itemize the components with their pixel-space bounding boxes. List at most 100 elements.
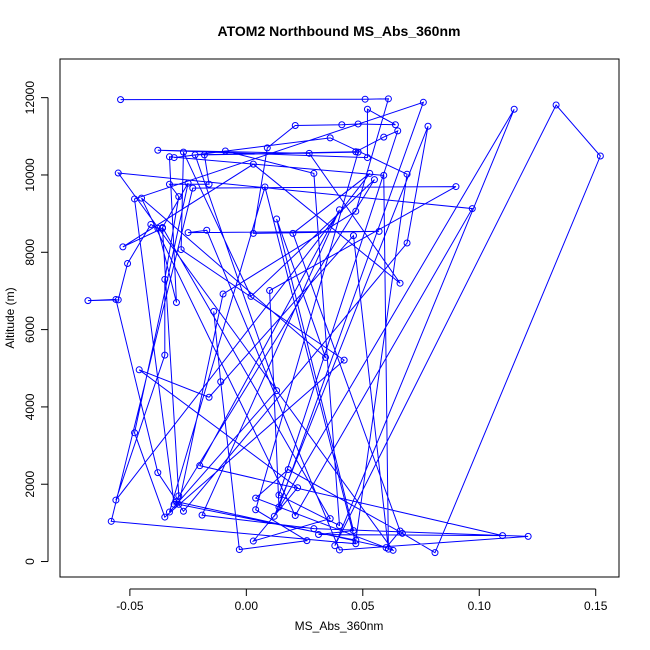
data-point-58 [424, 122, 432, 130]
x-tick-label-0: -0.05 [116, 599, 144, 613]
data-point-106 [366, 169, 374, 177]
data-point-92 [391, 121, 399, 129]
data-point-50 [147, 220, 155, 228]
data-point-31 [247, 292, 255, 300]
data-point-51 [124, 259, 132, 267]
data-point-99 [119, 243, 127, 251]
data-point-26 [275, 503, 283, 511]
data-point-19 [165, 508, 173, 516]
x-axis-label: MS_Abs_360nm [295, 619, 384, 633]
data-point-64 [431, 549, 439, 557]
data-point-69 [114, 169, 122, 177]
data-point-71 [291, 512, 299, 520]
data-point-46 [380, 171, 388, 179]
data-point-103 [382, 544, 390, 552]
data-point-28 [131, 195, 139, 203]
data-point-88 [263, 144, 271, 152]
data-point-40 [249, 537, 257, 545]
data-point-10 [221, 147, 229, 155]
data-point-61 [331, 542, 339, 550]
data-point-41 [294, 484, 302, 492]
data-point-0 [117, 96, 125, 104]
data-point-110 [175, 193, 183, 201]
data-point-80 [198, 511, 206, 519]
data-point-67 [252, 494, 260, 502]
data-point-18 [273, 387, 281, 395]
data-point-37 [184, 179, 192, 187]
data-point-105 [289, 229, 297, 237]
x-axis: -0.05 0.00 0.05 0.10 0.15 [116, 588, 608, 613]
data-point-36 [131, 429, 139, 437]
data-point-14 [394, 127, 402, 135]
data-point-119 [210, 307, 218, 315]
y-tick-label-4: 8000 [23, 239, 37, 266]
data-point-84 [203, 226, 211, 234]
data-point-117 [235, 546, 243, 554]
data-point-113 [200, 151, 208, 159]
data-point-100 [158, 224, 166, 232]
data-point-21 [352, 540, 360, 548]
data-point-118 [217, 378, 225, 386]
data-point-12 [336, 522, 343, 530]
data-point-15 [380, 133, 388, 141]
data-point-82 [524, 532, 532, 540]
data-point-98 [249, 160, 257, 168]
data-point-79 [336, 206, 343, 214]
y-tick-label-1: 2000 [23, 471, 37, 498]
data-point-43 [205, 393, 213, 401]
data-point-68 [389, 546, 397, 554]
data-point-95 [154, 146, 162, 154]
data-point-55 [154, 469, 162, 477]
data-point-114 [354, 148, 362, 156]
data-point-35 [161, 513, 169, 521]
data-point-24 [452, 183, 460, 191]
data-point-73 [322, 353, 330, 361]
y-axis-label: Altitude (m) [3, 287, 17, 348]
data-point-60 [510, 105, 518, 113]
series-layer [84, 95, 604, 557]
data-point-34 [340, 356, 348, 364]
data-point-6 [352, 536, 360, 544]
data-point-56 [179, 507, 187, 515]
data-point-74 [273, 215, 281, 223]
data-point-4 [219, 290, 227, 298]
data-point-87 [249, 229, 257, 237]
data-point-112 [205, 180, 213, 188]
data-point-76 [315, 530, 323, 538]
data-point-77 [499, 532, 507, 540]
data-point-57 [403, 239, 411, 247]
x-tick-label-1: 0.00 [235, 599, 259, 613]
data-point-1 [361, 95, 369, 103]
data-point-81 [310, 525, 318, 533]
y-tick-label-3: 6000 [23, 316, 37, 343]
data-point-116 [303, 537, 311, 545]
data-point-108 [161, 351, 169, 359]
data-point-30 [370, 176, 378, 184]
data-point-63 [596, 152, 604, 160]
data-point-2 [384, 95, 392, 103]
data-point-27 [419, 98, 427, 106]
data-point-109 [161, 275, 169, 283]
data-point-25 [266, 287, 274, 295]
data-point-72 [138, 194, 146, 202]
data-point-42 [135, 366, 143, 374]
data-point-20 [261, 183, 269, 191]
data-point-13 [275, 491, 283, 499]
y-tick-label-6: 12000 [23, 81, 37, 115]
data-point-8 [326, 134, 334, 142]
x-tick-label-4: 0.15 [584, 599, 608, 613]
data-point-22 [107, 517, 115, 525]
data-point-101 [175, 492, 183, 500]
data-point-47 [165, 153, 173, 161]
data-point-96 [305, 149, 313, 157]
data-point-102 [172, 498, 180, 506]
data-point-78 [196, 462, 204, 470]
data-point-33 [177, 246, 185, 254]
data-point-49 [154, 224, 162, 232]
data-point-11 [310, 169, 318, 177]
data-point-32 [179, 148, 187, 156]
data-point-48 [172, 299, 180, 307]
data-point-83 [336, 546, 343, 554]
y-tick-label-2: 4000 [23, 393, 37, 420]
data-point-85 [184, 229, 192, 237]
